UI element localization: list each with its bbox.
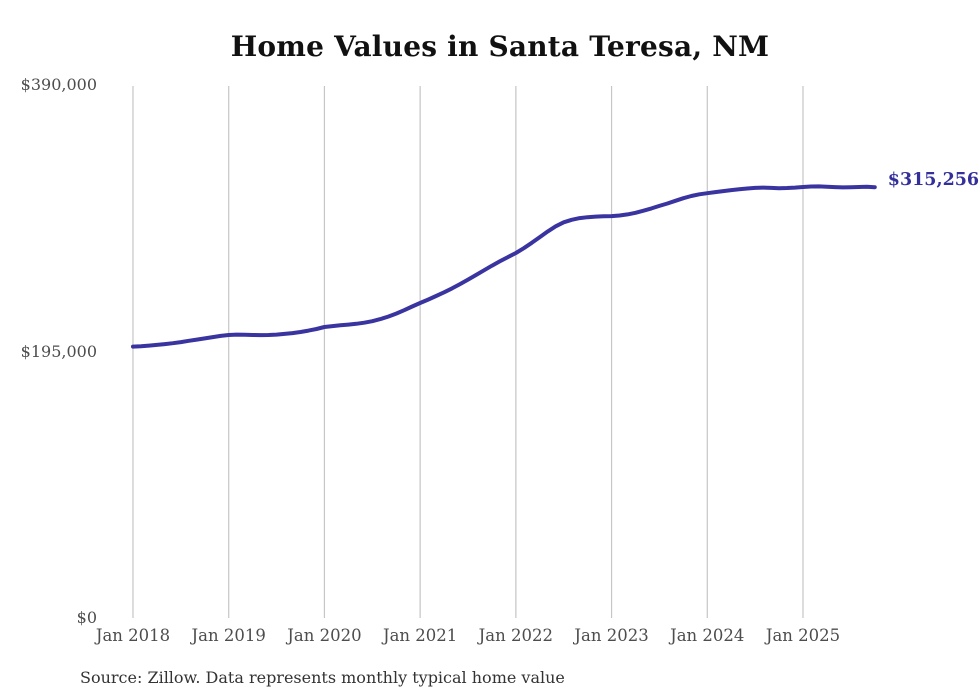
x-axis-tick-label: Jan 2020 [287, 626, 362, 645]
x-axis-tick-label: Jan 2022 [478, 626, 553, 645]
y-axis-tick-label: $195,000 [20, 341, 97, 361]
x-axis-tick-label: Jan 2024 [670, 626, 745, 645]
y-axis-tick-label: $390,000 [20, 75, 97, 94]
y-axis-tick-label: $0 [76, 608, 97, 627]
current-value-label: $315,256 [887, 170, 980, 191]
x-axis-tick-label: Jan 2025 [765, 626, 841, 645]
x-axis-tick-label: Jan 2018 [95, 626, 171, 645]
chart-title: Home Values in Santa Teresa, NM [230, 30, 770, 63]
x-axis-tick-label: Jan 2019 [191, 626, 266, 645]
x-axis-tick-label: Jan 2021 [382, 626, 458, 645]
source-note: Source: Zillow. Data represents monthly … [80, 668, 565, 687]
x-axis-tick-label: Jan 2023 [574, 626, 649, 645]
home-value-line [131, 184, 877, 349]
